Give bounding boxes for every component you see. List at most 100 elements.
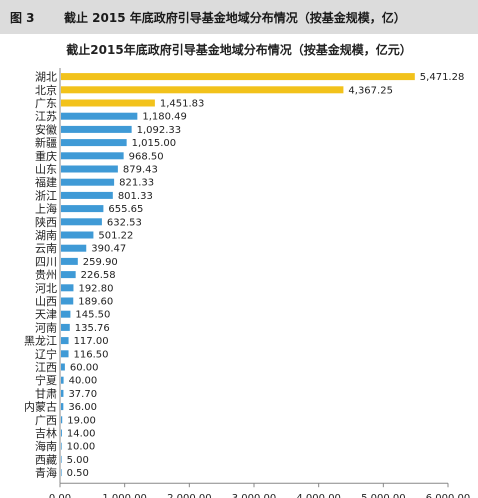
- bar-27: [61, 429, 62, 437]
- category-label-27: 吉林: [35, 426, 57, 440]
- value-label-17: 189.60: [78, 297, 113, 308]
- value-label-16: 192.80: [78, 283, 113, 294]
- category-label-26: 广西: [35, 414, 57, 427]
- value-label-14: 259.90: [83, 257, 118, 268]
- bar-5: [61, 139, 127, 147]
- category-label-5: 新疆: [35, 136, 57, 150]
- bar-1: [61, 86, 344, 94]
- bar-24: [61, 389, 64, 397]
- value-label-24: 37.70: [68, 389, 97, 400]
- bar-16: [61, 284, 74, 292]
- value-label-29: 5.00: [67, 455, 89, 466]
- figure-header: 图 3 截止 2015 年底政府引导基金地域分布情况（按基金规模，亿）: [0, 0, 478, 34]
- category-label-22: 江西: [35, 361, 57, 374]
- bar-6: [61, 152, 124, 160]
- category-label-10: 上海: [35, 202, 57, 216]
- bar-19: [61, 323, 70, 331]
- bar-9: [61, 191, 113, 199]
- category-label-8: 福建: [35, 175, 57, 189]
- category-label-20: 黑龙江: [24, 335, 57, 348]
- value-label-22: 60.00: [70, 363, 99, 374]
- category-label-6: 重庆: [35, 149, 57, 163]
- category-label-14: 四川: [35, 255, 57, 268]
- category-label-19: 河南: [35, 321, 57, 334]
- category-label-13: 云南: [35, 242, 57, 255]
- bar-26: [61, 416, 63, 424]
- value-label-5: 1,015.00: [132, 138, 177, 149]
- value-label-12: 501.22: [98, 231, 133, 242]
- bar-29: [61, 455, 62, 463]
- bar-13: [61, 244, 87, 252]
- category-label-15: 贵州: [35, 269, 57, 282]
- x-tick-label-3: 3,000.00: [232, 493, 277, 498]
- x-tick-label-5: 5,000.00: [361, 493, 406, 498]
- value-label-21: 116.50: [74, 349, 109, 360]
- bar-30: [61, 469, 62, 477]
- value-label-11: 632.53: [107, 217, 142, 228]
- category-label-21: 辽宁: [35, 347, 57, 361]
- value-label-26: 19.00: [67, 415, 96, 426]
- bar-14: [61, 257, 78, 265]
- x-tick-label-1: 1,000.00: [102, 493, 147, 498]
- category-label-2: 广东: [35, 97, 57, 110]
- category-label-9: 浙江: [35, 189, 57, 202]
- bar-0: [61, 73, 415, 81]
- x-tick-label-4: 4,000.00: [296, 493, 341, 498]
- value-label-23: 40.00: [69, 376, 98, 387]
- bar-28: [61, 442, 62, 450]
- value-label-27: 14.00: [67, 429, 96, 440]
- category-label-0: 湖北: [35, 71, 57, 84]
- category-label-7: 山东: [35, 163, 57, 176]
- value-label-30: 0.50: [67, 468, 89, 479]
- bar-18: [61, 310, 71, 318]
- bar-22: [61, 363, 65, 371]
- category-label-29: 西藏: [35, 453, 57, 466]
- bar-8: [61, 178, 115, 186]
- bar-10: [61, 205, 104, 213]
- value-label-10: 655.65: [108, 204, 143, 215]
- value-label-19: 135.76: [75, 323, 110, 334]
- category-label-3: 江苏: [35, 110, 57, 123]
- category-label-28: 海南: [35, 439, 57, 453]
- value-label-6: 968.50: [129, 151, 164, 162]
- value-label-28: 10.00: [67, 442, 96, 453]
- value-label-3: 1,180.49: [142, 112, 187, 123]
- figure-title: 截止 2015 年底政府引导基金地域分布情况（按基金规模，亿）: [64, 11, 406, 25]
- bar-3: [61, 112, 138, 120]
- bar-17: [61, 297, 74, 305]
- bar-21: [61, 350, 69, 358]
- value-label-0: 5,471.28: [420, 72, 465, 83]
- category-label-18: 天津: [35, 308, 57, 321]
- category-label-23: 宁夏: [35, 373, 57, 387]
- value-label-9: 801.33: [118, 191, 153, 202]
- bar-23: [61, 376, 64, 384]
- value-label-7: 879.43: [123, 165, 158, 176]
- category-label-1: 北京: [35, 83, 57, 97]
- category-label-11: 陕西: [35, 215, 57, 229]
- value-label-4: 1,092.33: [137, 125, 182, 136]
- x-tick-label-6: 6,000.00: [426, 493, 471, 498]
- value-label-8: 821.33: [119, 178, 154, 189]
- chart-title: 截止2015年底政府引导基金地域分布情况（按基金规模，亿元）: [66, 43, 412, 57]
- figure-label: 图 3: [10, 11, 35, 25]
- bar-2: [61, 99, 155, 107]
- value-label-1: 4,367.25: [348, 85, 393, 96]
- bar-7: [61, 165, 118, 173]
- bar-12: [61, 231, 94, 239]
- category-label-12: 湖南: [35, 229, 57, 242]
- value-label-15: 226.58: [81, 270, 116, 281]
- bar-11: [61, 218, 102, 226]
- value-label-18: 145.50: [75, 310, 110, 321]
- category-label-17: 山西: [35, 295, 57, 308]
- value-label-25: 36.00: [68, 402, 97, 413]
- category-label-4: 安徽: [35, 122, 57, 136]
- value-label-13: 390.47: [91, 244, 126, 255]
- bar-15: [61, 271, 76, 279]
- x-tick-label-0: 0.00: [49, 493, 71, 498]
- x-tick-label-2: 2,000.00: [167, 493, 212, 498]
- bar-4: [61, 125, 132, 133]
- bar-25: [61, 403, 64, 411]
- category-label-25: 内蒙古: [24, 400, 57, 414]
- category-label-30: 青海: [35, 466, 57, 480]
